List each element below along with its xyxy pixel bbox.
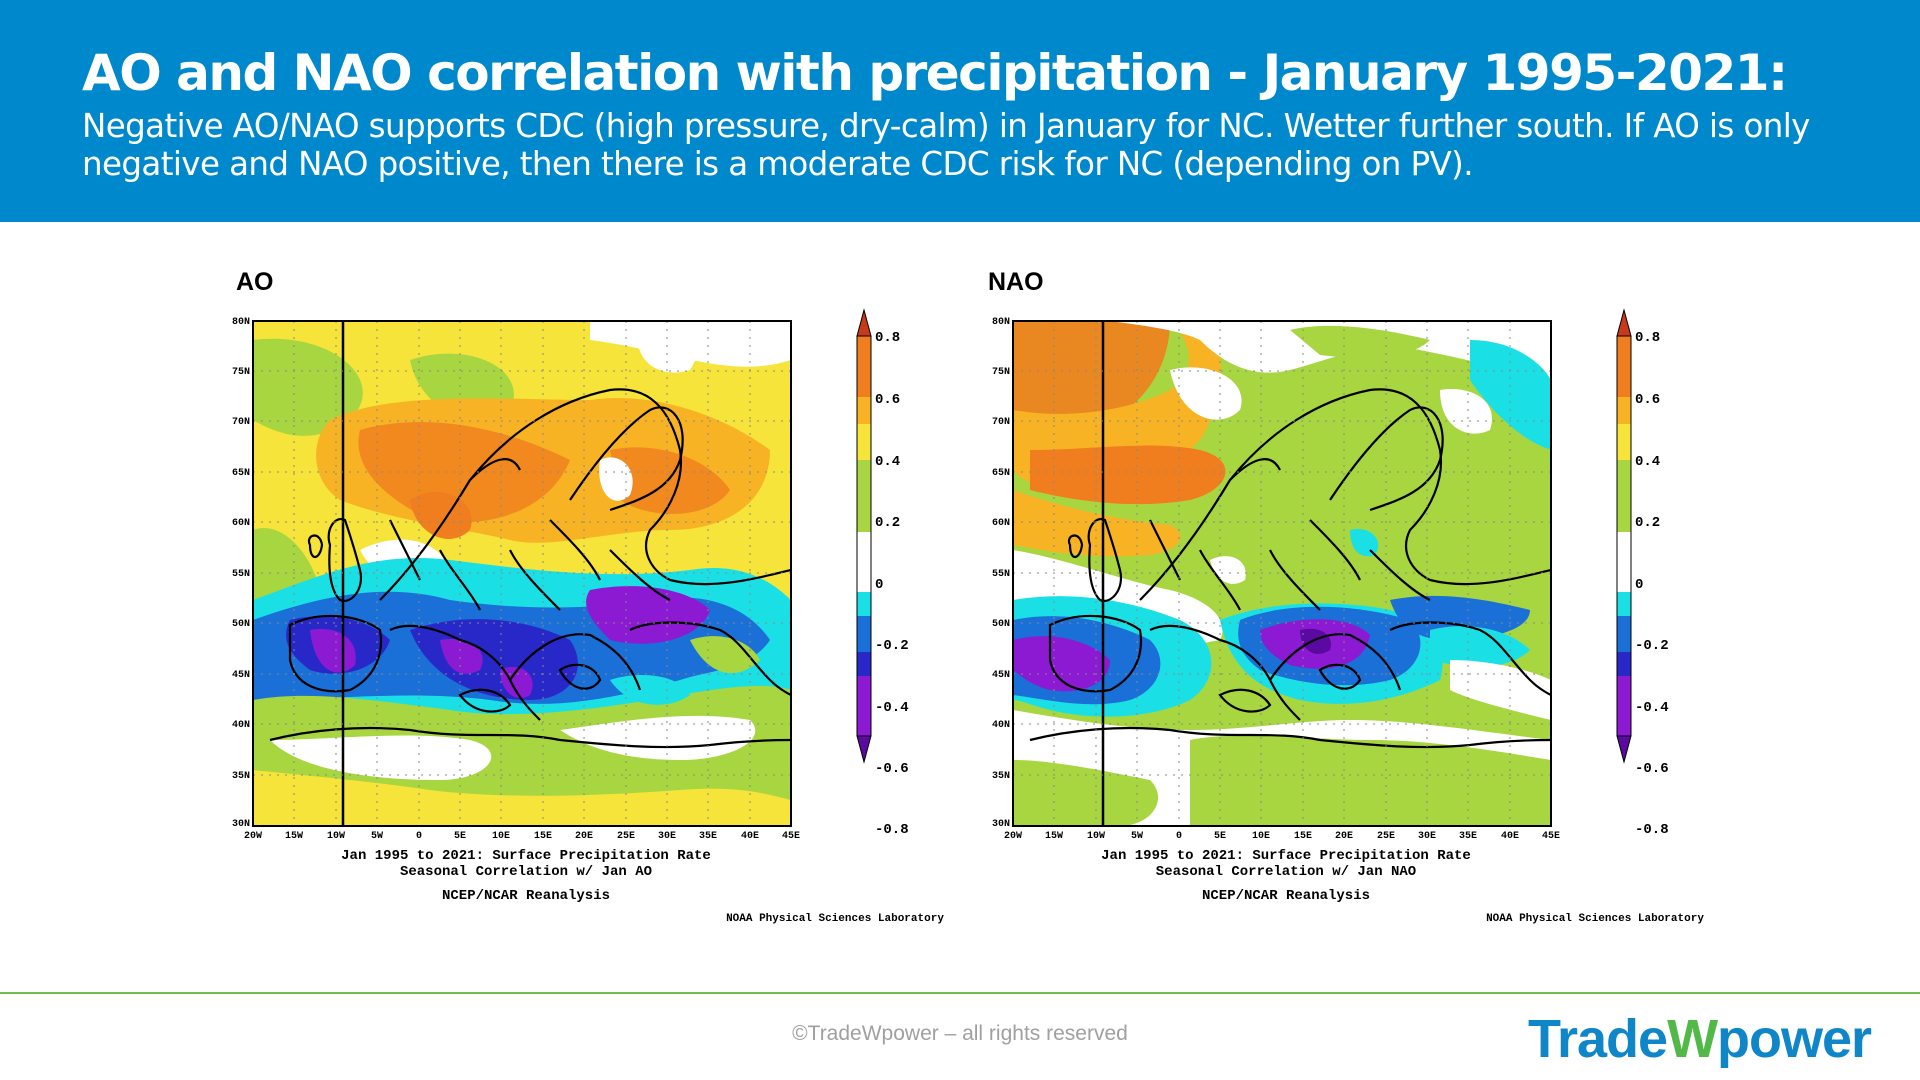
map-caption-line2: Seasonal Correlation w/ Jan NAO — [1156, 864, 1416, 880]
lon-label: 20E — [575, 831, 593, 842]
lat-label: 65N — [992, 468, 1010, 479]
lat-label: 60N — [232, 518, 250, 529]
lon-label: 0 — [1176, 831, 1182, 842]
lat-label: 80N — [992, 317, 1010, 328]
lon-label: 30E — [658, 831, 676, 842]
map-reanalysis: NCEP/NCAR Reanalysis — [442, 888, 610, 904]
lon-label: 15E — [534, 831, 552, 842]
ao-colorbar: 0.8 0.6 0.4 0.2 0 -0.2 -0.4 -0.6 -0.8 — [856, 308, 909, 838]
colorbar-tick: -0.8 — [875, 822, 909, 838]
lat-label: 35N — [992, 771, 1010, 782]
lon-label: 40E — [741, 831, 759, 842]
lon-label: 25E — [1377, 831, 1395, 842]
nao-colorbar: 0.8 0.6 0.4 0.2 0 -0.2 -0.4 -0.6 -0.8 — [1616, 308, 1669, 838]
lat-label: 55N — [992, 569, 1010, 580]
tradewpower-logo: TradeWpower — [1528, 1008, 1872, 1069]
lon-label: 15W — [285, 831, 303, 842]
lat-label: 75N — [232, 367, 250, 378]
colorbar-tick: 0.2 — [875, 515, 900, 531]
map-credit: NOAA Physical Sciences Laboratory — [726, 913, 944, 925]
map-credit: NOAA Physical Sciences Laboratory — [1486, 913, 1704, 925]
lon-label: 20W — [244, 831, 262, 842]
ao-coastlines — [269, 388, 791, 749]
footer-divider — [0, 992, 1920, 994]
map-caption-line1: Jan 1995 to 2021: Surface Precipitation … — [1101, 848, 1471, 864]
colorbar-tick: 0.2 — [1635, 515, 1660, 531]
lon-label: 5W — [371, 831, 383, 842]
colorbar-tick: 0.8 — [875, 330, 900, 346]
map-reanalysis: NCEP/NCAR Reanalysis — [1202, 888, 1370, 904]
lon-label: 10E — [1252, 831, 1270, 842]
lat-label: 80N — [232, 317, 250, 328]
copyright-text: ©TradeWpower – all rights reserved — [792, 1022, 1128, 1045]
colorbar-tick: -0.6 — [875, 761, 909, 777]
lon-label: 15W — [1045, 831, 1063, 842]
lat-label: 30N — [992, 819, 1010, 830]
lon-label: 20E — [1335, 831, 1353, 842]
lon-label: 35E — [1459, 831, 1477, 842]
colorbar-tick: 0.8 — [1635, 330, 1660, 346]
lon-label: 45E — [782, 831, 800, 842]
lat-label: 75N — [992, 367, 1010, 378]
colorbar-tick: -0.4 — [1635, 700, 1669, 716]
ao-map-fill — [253, 321, 791, 826]
lat-label: 70N — [232, 417, 250, 428]
lon-label: 15E — [1294, 831, 1312, 842]
ao-panel-title: AO — [236, 268, 274, 296]
colorbar-tick: 0.6 — [1635, 392, 1660, 408]
lat-label: 40N — [232, 720, 250, 731]
colorbar-tick: 0.6 — [875, 392, 900, 408]
lat-label: 40N — [992, 720, 1010, 731]
lon-label: 20W — [1004, 831, 1022, 842]
lat-label: 45N — [992, 670, 1010, 681]
colorbar-tick: -0.2 — [1635, 638, 1669, 654]
colorbar-tick: 0 — [1635, 577, 1643, 593]
lon-label: 40E — [1501, 831, 1519, 842]
map-caption-line2: Seasonal Correlation w/ Jan AO — [400, 864, 652, 880]
lon-label: 45E — [1542, 831, 1560, 842]
lat-label: 45N — [232, 670, 250, 681]
map-caption-line1: Jan 1995 to 2021: Surface Precipitation … — [341, 848, 711, 864]
lat-label: 70N — [992, 417, 1010, 428]
lat-label: 55N — [232, 569, 250, 580]
colorbar-tick: -0.4 — [875, 700, 909, 716]
lon-label: 0 — [416, 831, 422, 842]
lat-label: 35N — [232, 771, 250, 782]
lat-label: 65N — [232, 468, 250, 479]
lat-label: 50N — [232, 619, 250, 630]
lon-label: 35E — [699, 831, 717, 842]
page-subtitle: Negative AO/NAO supports CDC (high press… — [82, 107, 1810, 183]
lat-label: 50N — [992, 619, 1010, 630]
lon-label: 5W — [1131, 831, 1143, 842]
colorbar-tick: -0.2 — [875, 638, 909, 654]
lon-label: 5E — [1214, 831, 1226, 842]
lat-label: 30N — [232, 819, 250, 830]
page-title: AO and NAO correlation with precipitatio… — [82, 44, 1788, 102]
lon-label: 10W — [327, 831, 345, 842]
colorbar-tick: 0.4 — [1635, 454, 1660, 470]
logo-text-trade: Trade — [1528, 1009, 1668, 1069]
colorbar-tick: -0.6 — [1635, 761, 1669, 777]
lon-label: 10W — [1087, 831, 1105, 842]
logo-text-w: W — [1667, 1009, 1718, 1069]
lat-label: 60N — [992, 518, 1010, 529]
lon-label: 5E — [454, 831, 466, 842]
nao-coastlines — [1029, 388, 1551, 749]
lon-label: 25E — [617, 831, 635, 842]
nao-correlation-map: 80N 75N 70N 65N 60N 55N 50N 45N 40N 35N … — [992, 308, 1704, 925]
header-banner: AO and NAO correlation with precipitatio… — [0, 0, 1920, 222]
nao-panel-title: NAO — [988, 268, 1044, 296]
lon-label: 30E — [1418, 831, 1436, 842]
logo-text-power: power — [1717, 1009, 1872, 1069]
lon-label: 10E — [492, 831, 510, 842]
colorbar-tick: -0.8 — [1635, 822, 1669, 838]
colorbar-tick: 0 — [875, 577, 883, 593]
colorbar-tick: 0.4 — [875, 454, 900, 470]
ao-correlation-map: 80N 75N 70N 65N 60N 55N 50N 45N 40N 35N … — [232, 308, 944, 925]
